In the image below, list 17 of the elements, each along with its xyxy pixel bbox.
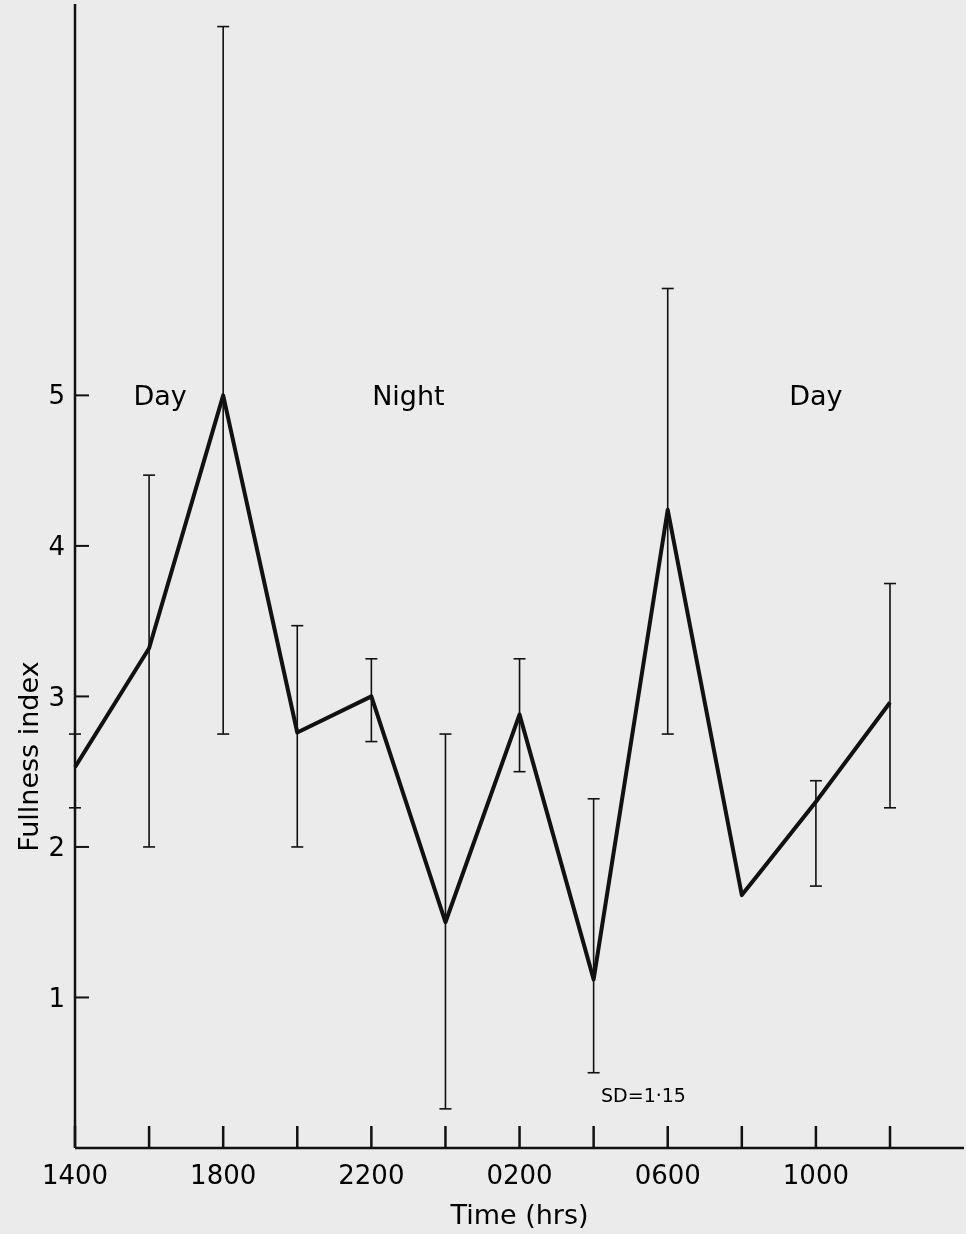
y-tick-label: 2 [48, 832, 65, 863]
y-axis-title: Fullness index [13, 661, 44, 852]
y-tick-label: 5 [48, 380, 65, 411]
annotation: Night [372, 379, 445, 411]
annotation: Day [133, 379, 187, 411]
x-tick-label: 1800 [190, 1160, 257, 1190]
x-tick-label: 2200 [338, 1160, 405, 1190]
x-tick-label: 0200 [486, 1160, 553, 1190]
y-tick-label: 3 [48, 681, 65, 712]
x-tick-label: 1000 [782, 1160, 849, 1190]
annotation: Day [789, 379, 843, 411]
x-axis-title: Time (hrs) [449, 1199, 589, 1230]
annotation: SD=1·15 [601, 1083, 686, 1106]
y-tick-label: 1 [48, 982, 65, 1013]
y-tick-label: 4 [48, 530, 65, 561]
x-tick-label: 1400 [41, 1160, 109, 1190]
x-tick-label: 0600 [634, 1160, 701, 1190]
